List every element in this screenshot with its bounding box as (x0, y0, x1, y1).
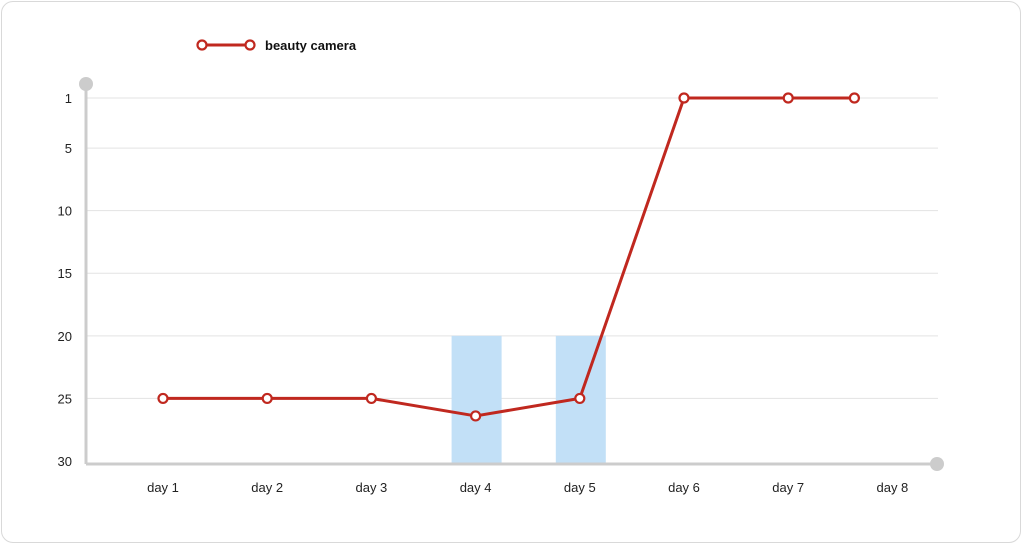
y-tick-label: 15 (58, 266, 72, 281)
x-tick-label: day 4 (460, 480, 492, 495)
x-tick-label: day 7 (772, 480, 804, 495)
data-point (848, 92, 861, 104)
x-tick-label: day 5 (564, 480, 596, 495)
y-tick-label: 20 (58, 329, 72, 344)
y-tick-label: 5 (65, 141, 72, 156)
series-group (157, 92, 861, 422)
data-point (157, 392, 169, 405)
y-axis-end-dot (79, 77, 93, 91)
legend-marker-left (196, 39, 208, 51)
legend[interactable]: beauty camera (196, 38, 357, 53)
data-point (678, 92, 690, 104)
legend-label: beauty camera (265, 38, 357, 53)
x-axis-end-dot (930, 457, 944, 471)
data-point (574, 392, 586, 405)
x-tick-labels: day 1 day 2 day 3 day 4 day 5 day 6 day 7 day 8 (147, 480, 908, 495)
y-tick-label: 10 (58, 204, 72, 219)
y-tick-label: 30 (58, 454, 72, 469)
grid-lines (86, 97, 938, 399)
y-tick-label: 1 (65, 91, 72, 106)
data-point (782, 92, 794, 104)
x-tick-label: day 1 (147, 480, 179, 495)
data-point (365, 392, 377, 405)
x-tick-label: day 3 (355, 480, 387, 495)
highlight-bar (451, 335, 502, 464)
legend-marker-right (244, 39, 256, 51)
data-point (261, 392, 273, 405)
series-line (163, 96, 855, 418)
x-tick-label: day 8 (876, 480, 908, 495)
data-point (470, 410, 482, 422)
x-tick-label: day 2 (251, 480, 283, 495)
axes (79, 77, 944, 471)
x-tick-label: day 6 (668, 480, 700, 495)
y-tick-label: 25 (58, 391, 72, 406)
